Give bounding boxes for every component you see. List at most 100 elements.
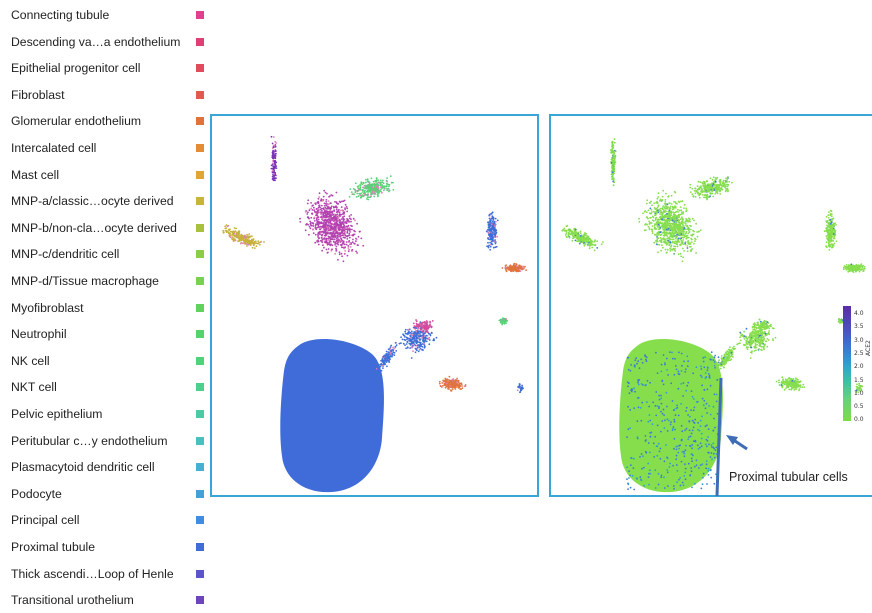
point	[715, 178, 718, 180]
point	[320, 234, 323, 237]
point	[342, 234, 344, 236]
point	[494, 246, 497, 249]
point	[311, 222, 314, 224]
point	[325, 220, 328, 222]
point	[683, 227, 686, 230]
point	[719, 183, 722, 186]
point	[589, 243, 591, 245]
point	[338, 208, 340, 211]
point	[335, 231, 337, 234]
point	[683, 203, 686, 206]
point-ace2-high	[644, 384, 647, 387]
point	[421, 323, 423, 326]
point	[575, 237, 578, 240]
point	[344, 203, 347, 206]
point	[578, 240, 581, 242]
point	[335, 247, 337, 250]
point	[611, 176, 614, 179]
point	[373, 185, 376, 187]
point	[680, 255, 682, 258]
point	[441, 382, 444, 384]
point-ace2-high	[707, 436, 709, 438]
point	[410, 330, 413, 333]
legend-item: NKT cell	[0, 377, 210, 397]
point	[414, 351, 417, 354]
point	[699, 186, 702, 188]
point	[596, 247, 599, 249]
point	[250, 240, 252, 243]
point	[657, 192, 660, 195]
legend-label: Proximal tubule	[11, 540, 95, 554]
point	[322, 208, 325, 211]
point	[224, 227, 227, 230]
legend-swatch	[196, 436, 204, 445]
point	[574, 239, 577, 242]
point	[321, 249, 323, 252]
point	[678, 201, 681, 204]
point	[679, 222, 682, 225]
legend-swatch	[196, 596, 204, 605]
point	[249, 244, 252, 246]
point-ace2-high	[640, 479, 643, 482]
point	[263, 241, 265, 243]
point	[274, 161, 276, 163]
point	[364, 189, 366, 192]
point	[341, 209, 344, 212]
point-ace2-high	[629, 369, 632, 372]
point	[489, 228, 491, 231]
point-ace2-high	[680, 460, 683, 463]
point-ace2-high	[636, 420, 639, 423]
point	[582, 234, 585, 237]
point	[491, 243, 494, 246]
point	[678, 213, 681, 216]
point	[667, 206, 669, 208]
point-ace2-high	[629, 474, 631, 477]
point	[646, 211, 648, 214]
point-ace2-high	[684, 467, 687, 470]
point	[323, 219, 326, 222]
point-ace2-high	[648, 472, 650, 475]
point	[339, 235, 341, 238]
point	[320, 213, 322, 215]
point	[662, 238, 664, 240]
point	[352, 233, 355, 236]
point	[664, 199, 667, 201]
point-ace2-high	[671, 351, 673, 354]
point	[400, 336, 402, 339]
legend-item: Connecting tubule	[0, 5, 210, 25]
point-ace2-high	[715, 446, 718, 449]
point-ace2-high	[637, 379, 640, 381]
point	[461, 385, 463, 387]
point-ace2-high	[670, 421, 672, 423]
point	[664, 216, 667, 218]
point	[681, 260, 684, 263]
point	[486, 245, 488, 248]
point	[488, 226, 490, 229]
point	[410, 336, 412, 339]
point	[359, 230, 361, 233]
point	[356, 252, 358, 254]
point	[250, 239, 253, 241]
point	[316, 210, 319, 213]
point	[330, 205, 333, 208]
point-ace2-high	[689, 415, 691, 418]
point	[273, 144, 276, 147]
point	[656, 240, 659, 243]
point-ace2-high	[713, 456, 716, 459]
point	[461, 387, 464, 390]
point	[341, 200, 343, 203]
point	[825, 215, 828, 218]
point	[323, 238, 325, 240]
legend-label: NK cell	[11, 353, 50, 368]
point	[380, 359, 382, 362]
point	[700, 187, 703, 190]
point	[317, 224, 320, 227]
point	[585, 240, 588, 243]
point	[325, 201, 328, 203]
point-ace2-high	[675, 445, 678, 448]
point	[718, 190, 721, 193]
point	[347, 247, 350, 249]
point	[324, 211, 327, 214]
point	[402, 342, 405, 345]
point-ace2-high	[678, 478, 680, 481]
